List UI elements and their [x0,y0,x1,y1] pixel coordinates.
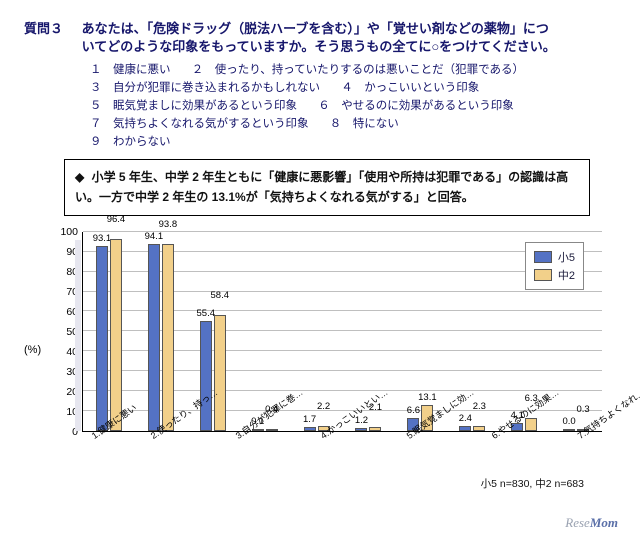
value-label: 55.4 [197,308,216,319]
legend-row-b: 中2 [534,267,575,283]
bar-group: 94.193.8 [135,232,187,431]
option-6: ６ やせるのに効果があるという印象 [318,100,514,112]
y-axis-label: (%) [24,344,41,356]
summary-box: ◆ 小学 5 年生、中学 2 年生ともに「健康に悪影響」「使用や所持は犯罪である… [64,159,590,215]
question-text-2: いてどのような印象をもっていますか。そう思うもの全てに○をつけてください。 [82,39,556,54]
bar-chart: (%) 0102030405060708090100 93.196.494.19… [24,226,616,474]
option-1: １ 健康に悪い [90,64,171,76]
bar-group: 6.6 13.1 [394,232,446,431]
value-label: 2.2 [317,401,330,412]
option-8: ８ 特にない [330,118,399,130]
option-5: ５ 眠気覚ましに効果があるという印象 [90,100,297,112]
sample-size-note: 小5 n=830, 中2 n=683 [24,476,616,491]
watermark: ReseMom [565,515,618,531]
option-2: ２ 使ったり、持っていたりするのは悪いことだ（犯罪である） [192,64,524,76]
question-number: 質問３ [24,20,78,38]
option-3: ３ 自分が犯罪に巻き込まれるかもしれない [90,82,320,94]
diamond-icon: ◆ [75,170,84,184]
legend-swatch-b [534,269,552,281]
bar-b: 96.4 [110,239,122,431]
options-list: １ 健康に悪い ２ 使ったり、持っていたりするのは悪いことだ（犯罪である） ３ … [24,62,616,151]
value-label: 93.8 [159,219,178,230]
summary-text: 小学 5 年生、中学 2 年生ともに「健康に悪影響」「使用や所持は犯罪である」の… [75,170,568,203]
axis-shadow [75,240,81,431]
value-label: 94.1 [145,231,164,242]
value-label: 6.6 [407,405,420,416]
option-7: ７ 気持ちよくなれる気がするという印象 [90,118,309,130]
option-4: ４ かっこいいという印象 [341,82,479,94]
bar-a: 94.1 [148,244,160,431]
legend-swatch-a [534,251,552,263]
value-label: 0.3 [577,404,590,415]
value-label: 96.4 [107,214,126,225]
question-header: 質問３ あなたは、「危険ドラッグ（脱法ハーブを含む）」や「覚せい剤などの薬物」に… [24,20,616,56]
bar-a: 93.1 [96,246,108,431]
value-label: 13.1 [418,392,437,403]
watermark-b: Mom [590,515,618,530]
question-text-1: あなたは、「危険ドラッグ（脱法ハーブを含む）」や「覚せい剤などの薬物」につ [82,21,549,36]
value-label: 93.1 [93,233,112,244]
bar-b: 93.8 [162,244,174,431]
legend-label-b: 中2 [558,267,575,283]
y-tick: 100 [58,226,78,238]
value-label: 58.4 [211,290,230,301]
x-axis-labels: 1.健康に悪い2.使ったり、持っ…3.自分が犯罪に巻…4.かっこいいとい…5.眠… [82,432,602,474]
legend-row-a: 小5 [534,249,575,265]
legend-label-a: 小5 [558,249,575,265]
legend: 小5 中2 [525,242,584,290]
option-9: ９ わからない [90,136,171,148]
watermark-a: Rese [565,515,590,530]
